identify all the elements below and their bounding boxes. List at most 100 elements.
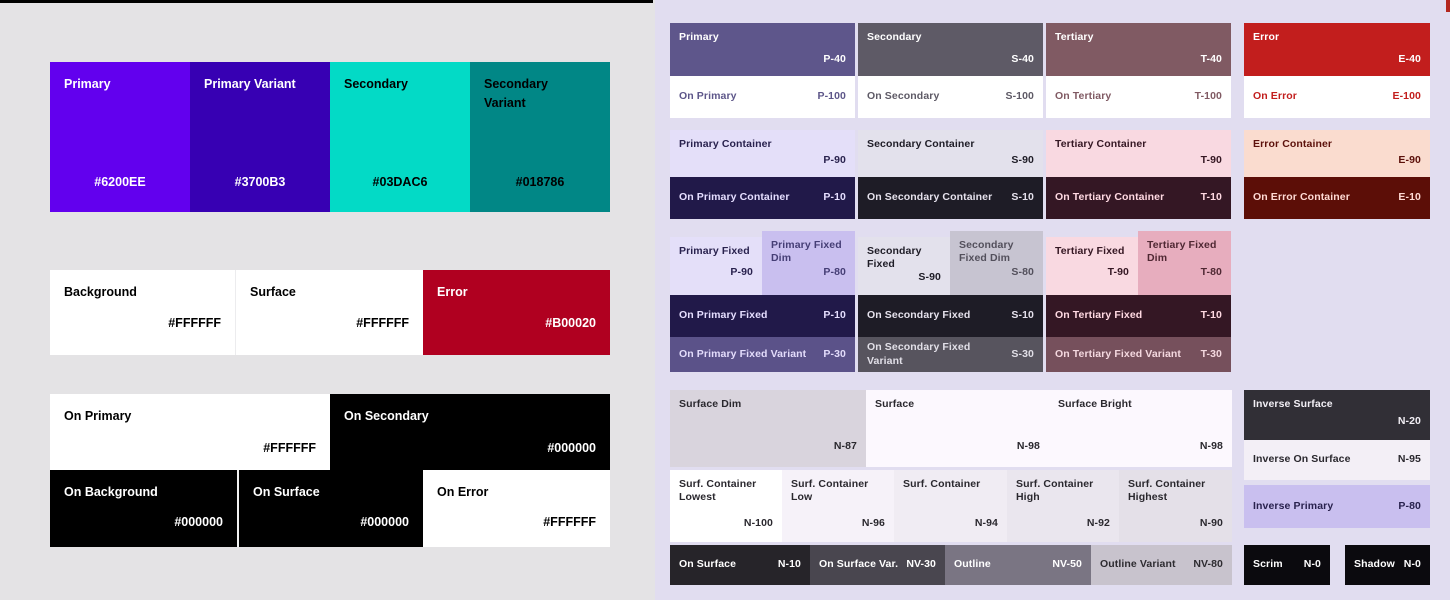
swatch-on-primary-fixed: On Primary Fixed P-10 (670, 295, 855, 337)
swatch-token: T-80 (1200, 265, 1222, 278)
swatch-token: NV-80 (1193, 558, 1223, 571)
swatch-tertiary-40: Tertiary T-40 (1046, 23, 1231, 76)
swatch-token: S-30 (1011, 347, 1034, 360)
swatch-shadow: Shadow N-0 (1345, 545, 1430, 585)
swatch-token: P-30 (823, 347, 846, 360)
swatch-label: Shadow (1354, 558, 1395, 571)
swatch-hex: #000000 (360, 515, 409, 530)
swatch-token: S-90 (1011, 153, 1034, 166)
swatch-surface-group: Surface N-98 Surface Bright N-98 (866, 390, 1232, 467)
swatch-label: Primary (64, 77, 111, 91)
swatch-on-primary-container: On Primary Container P-10 (670, 177, 855, 219)
swatch-secondary: Secondary #03DAC6 (330, 62, 470, 212)
swatch-token: T-10 (1200, 309, 1222, 322)
swatch-hex: #B00020 (545, 316, 596, 331)
swatch-token: T-90 (1200, 153, 1222, 166)
swatch-hex: #03DAC6 (372, 175, 428, 190)
swatch-token: P-90 (823, 153, 846, 166)
swatch-label: On Tertiary Container (1055, 191, 1165, 204)
swatch-on-error-100: On Error E-100 (1244, 76, 1430, 118)
swatch-secondary-fixed: Secondary Fixed S-90 (858, 237, 950, 295)
swatch-secondary-container: Secondary Container S-90 (858, 130, 1043, 177)
swatch-token: N-100 (743, 516, 773, 529)
swatch-label: Primary Fixed Dim (771, 239, 842, 265)
swatch-label: Background (64, 285, 137, 299)
swatch-label: On Primary Fixed (679, 309, 768, 322)
swatch-label: On Secondary Fixed Variant (867, 341, 971, 367)
swatch-token: N-0 (1403, 558, 1421, 571)
swatch-token: E-40 (1398, 52, 1421, 65)
swatch-secondary-40: Secondary S-40 (858, 23, 1043, 76)
swatch-outline-variant: Outline Variant NV-80 (1091, 545, 1232, 585)
swatch-label: Secondary Fixed Dim (959, 239, 1014, 265)
swatch-label: On Error (437, 485, 489, 499)
swatch-token: NV-30 (906, 558, 936, 571)
swatch-on-secondary-fixed: On Secondary Fixed S-10 (858, 295, 1043, 337)
swatch-label: Primary Variant (204, 77, 296, 91)
swatch-on-background: On Background #000000 (50, 470, 237, 547)
swatch-on-tertiary-container: On Tertiary Container T-10 (1046, 177, 1231, 219)
swatch-hex: #FFFFFF (263, 441, 316, 456)
swatch-token: T-30 (1200, 347, 1222, 360)
swatch-on-tertiary-100: On Tertiary T-100 (1046, 76, 1231, 118)
swatch-token: T-90 (1107, 265, 1129, 278)
swatch-label: On Error Container (1253, 191, 1350, 204)
md2-palette-panel: Primary #6200EE Primary Variant #3700B3 … (0, 0, 655, 600)
swatch-token: S-40 (1011, 52, 1034, 65)
swatch-label: On Primary (64, 409, 132, 423)
swatch-label: Surface (250, 285, 296, 299)
swatch-label: On Error (1253, 90, 1297, 103)
swatch-on-error-container: On Error Container E-10 (1244, 177, 1430, 219)
swatch-label: Surface Bright (1058, 398, 1132, 410)
swatch-label: Outline Variant (1100, 558, 1176, 571)
swatch-label: On Secondary (344, 409, 429, 423)
swatch-on-primary: On Primary #FFFFFF (50, 394, 330, 470)
swatch-surface: Surface N-98 (866, 390, 1049, 467)
swatch-on-secondary: On Secondary #000000 (330, 394, 610, 470)
swatch-secondary-variant: Secondary Variant #018786 (470, 62, 610, 212)
swatch-surface-bright: Surface Bright N-98 (1049, 390, 1232, 467)
swatch-error-40: Error E-40 (1244, 23, 1430, 76)
swatch-inverse-surface: Inverse Surface N-20 (1244, 390, 1430, 440)
swatch-on-secondary-fixed-variant: On Secondary Fixed Variant S-30 (858, 337, 1043, 372)
swatch-tertiary-fixed-dim: Tertiary Fixed Dim T-80 (1138, 231, 1231, 295)
swatch-token: N-10 (777, 558, 801, 571)
swatch-token: E-100 (1392, 90, 1421, 103)
swatch-tertiary-container: Tertiary Container T-90 (1046, 130, 1231, 177)
swatch-primary-fixed-dim: Primary Fixed Dim P-80 (762, 231, 855, 295)
swatch-hex: #000000 (174, 515, 223, 530)
swatch-on-error: On Error #FFFFFF (423, 470, 610, 547)
swatch-label: Tertiary Container (1055, 138, 1147, 150)
swatch-surface-container-highest: Surf. Container Highest N-90 (1119, 470, 1232, 542)
swatch-hex: #FFFFFF (168, 316, 221, 331)
swatch-token: N-20 (1397, 414, 1421, 427)
top-bar (0, 0, 653, 3)
swatch-surface-container: Surf. Container N-94 (894, 470, 1007, 542)
swatch-on-surface: On Surface #000000 (237, 470, 423, 547)
swatch-token: P-10 (823, 309, 846, 322)
swatch-on-secondary-container: On Secondary Container S-10 (858, 177, 1043, 219)
swatch-on-primary-fixed-variant: On Primary Fixed Variant P-30 (670, 337, 855, 372)
swatch-token: P-10 (823, 191, 846, 204)
swatch-surface-container-high: Surf. Container High N-92 (1007, 470, 1119, 542)
swatch-token: N-90 (1199, 516, 1223, 529)
swatch-on-primary-100: On Primary P-100 (670, 76, 855, 118)
swatch-label: On Secondary Fixed (867, 309, 971, 322)
swatch-label: On Primary Container (679, 191, 790, 204)
swatch-primary-container: Primary Container P-90 (670, 130, 855, 177)
swatch-outline: Outline NV-50 (945, 545, 1091, 585)
swatch-label: On Surface (253, 485, 320, 499)
swatch-token: N-98 (1199, 439, 1223, 452)
swatch-label: Tertiary Fixed (1055, 245, 1125, 257)
swatch-surface-container-low: Surf. Container Low N-96 (782, 470, 894, 542)
swatch-label: Surface (875, 398, 915, 410)
swatch-primary-40: Primary P-40 (670, 23, 855, 76)
swatch-hex: #000000 (547, 441, 596, 456)
swatch-label: Surface Dim (679, 398, 742, 410)
swatch-token: T-40 (1200, 52, 1222, 65)
swatch-token: S-90 (918, 271, 941, 284)
corner-mark (1446, 0, 1450, 12)
swatch-scrim: Scrim N-0 (1244, 545, 1330, 585)
swatch-label: Primary Fixed (679, 245, 750, 257)
swatch-token: NV-50 (1052, 558, 1082, 571)
